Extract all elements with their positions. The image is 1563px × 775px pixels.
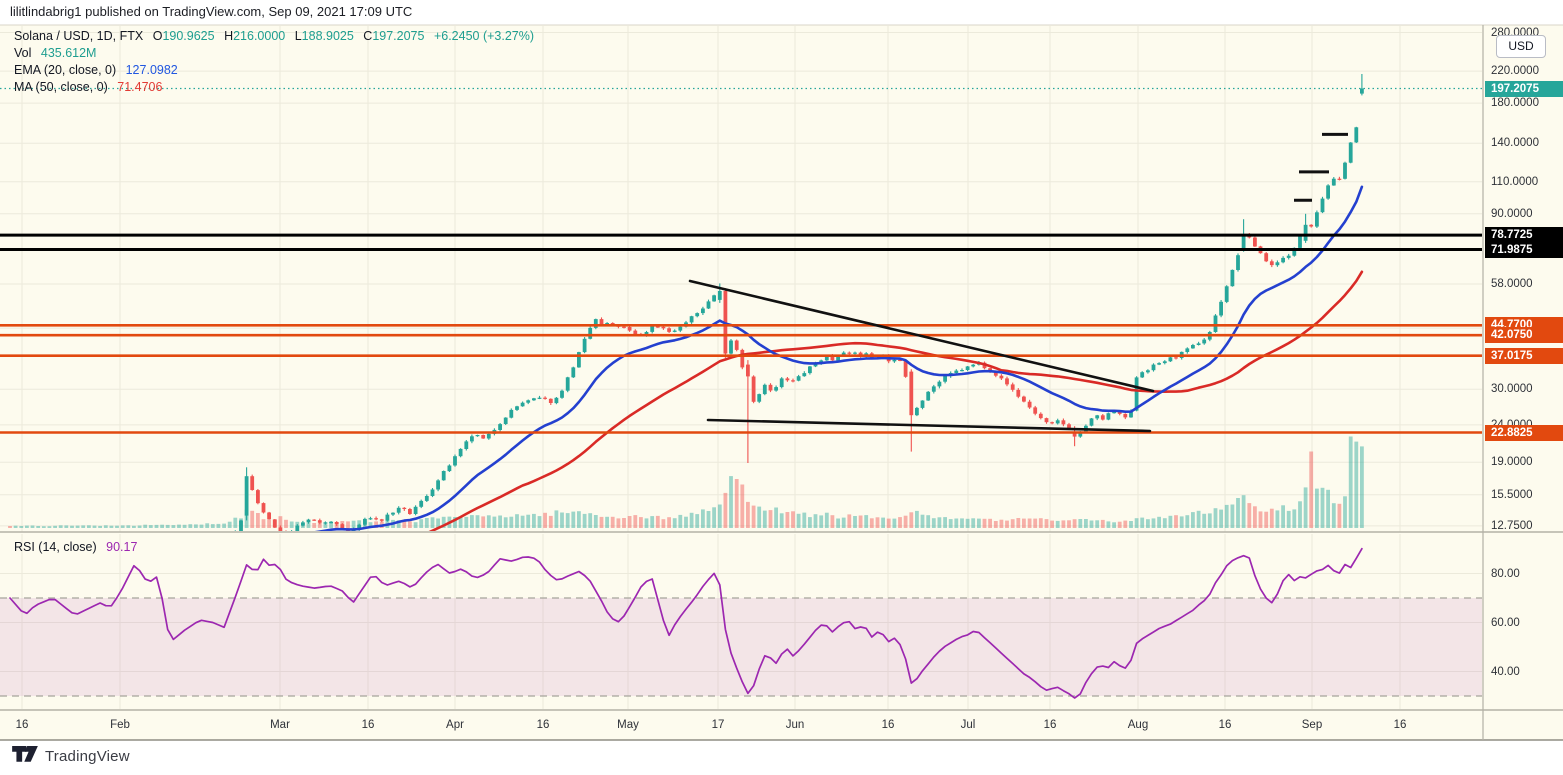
rsi-label: RSI (14, close) — [14, 540, 97, 554]
volume-row: Vol 435.612M — [14, 45, 534, 62]
open-value: 190.9625 — [162, 29, 215, 43]
price-tick: 19.0000 — [1491, 456, 1533, 469]
volume-label: Vol — [14, 46, 32, 60]
price-tick: 220.0000 — [1491, 65, 1539, 78]
close-value: 197.2075 — [372, 29, 425, 43]
time-tick: May — [617, 719, 639, 731]
currency-toggle-button[interactable]: USD — [1496, 35, 1546, 58]
time-tick: 16 — [1218, 719, 1232, 731]
time-tick: 17 — [711, 719, 725, 731]
price-tick: 15.5000 — [1491, 488, 1533, 501]
close-label: C — [363, 29, 373, 43]
time-tick: Feb — [110, 719, 130, 731]
chart-legend: Solana / USD, 1D, FTX O190.9625 H216.000… — [14, 28, 534, 96]
time-tick: Jul — [960, 719, 976, 731]
symbol-title: Solana / USD, 1D, FTX — [14, 29, 144, 43]
price-tick: 58.0000 — [1491, 278, 1533, 290]
symbol-ohlc-row: Solana / USD, 1D, FTX O190.9625 H216.000… — [14, 28, 534, 45]
ema-label: EMA (20, close, 0) — [14, 63, 117, 77]
time-tick: 16 — [881, 719, 895, 731]
price-tick: 110.0000 — [1491, 175, 1539, 188]
rsi-tick: 80.00 — [1491, 567, 1520, 580]
price-chip-orange: 22.8825 — [1485, 424, 1563, 441]
price-chip-current: 197.2075 — [1485, 80, 1563, 97]
rsi-tick: 60.00 — [1491, 616, 1520, 629]
price-chip-orange: 37.0175 — [1485, 347, 1563, 364]
price-tick: 180.0000 — [1491, 97, 1539, 110]
price-tick: 12.7500 — [1491, 519, 1533, 532]
rsi-tick: 40.00 — [1491, 665, 1520, 678]
volume-value: 435.612M — [40, 46, 97, 60]
ma-row: MA (50, close, 0) 71.4706 — [14, 79, 534, 96]
price-tick: 140.0000 — [1491, 137, 1539, 150]
rsi-legend: RSI (14, close) 90.17 — [14, 540, 137, 554]
time-tick: 16 — [536, 719, 550, 731]
price-tick: 30.0000 — [1491, 383, 1533, 396]
high-value: 216.0000 — [233, 29, 286, 43]
ema-row: EMA (20, close, 0) 127.0982 — [14, 62, 534, 79]
low-value: 188.9025 — [301, 29, 354, 43]
tradingview-logo — [12, 746, 38, 762]
time-tick: 16 — [1043, 719, 1057, 731]
time-tick: Jun — [785, 719, 805, 731]
tradingview-brand[interactable]: TradingView — [12, 746, 130, 766]
ma-label: MA (50, close, 0) — [14, 80, 108, 94]
time-tick: Aug — [1127, 719, 1149, 731]
publisher-line: lilitlindabrig1 published on TradingView… — [10, 4, 413, 19]
ema-value: 127.0982 — [125, 63, 178, 77]
price-chip-orange: 42.0750 — [1485, 327, 1563, 344]
time-tick: Sep — [1301, 719, 1323, 731]
time-tick: 16 — [15, 719, 29, 731]
time-tick: 16 — [1393, 719, 1407, 731]
price-tick: 90.0000 — [1491, 207, 1533, 220]
open-label: O — [152, 29, 163, 43]
rsi-value: 90.17 — [106, 540, 138, 554]
price-chip-black: 78.7725 — [1485, 227, 1563, 244]
price-chip-black: 71.9875 — [1485, 241, 1563, 258]
time-tick: 16 — [361, 719, 375, 731]
tradingview-brand-text: TradingView — [45, 747, 130, 765]
low-label: L — [294, 29, 302, 43]
high-label: H — [224, 29, 234, 43]
time-tick: Apr — [446, 719, 464, 731]
ma-value: 71.4706 — [117, 80, 163, 94]
time-tick: Mar — [270, 719, 290, 731]
change-value: +6.2450 (+3.27%) — [433, 29, 535, 43]
